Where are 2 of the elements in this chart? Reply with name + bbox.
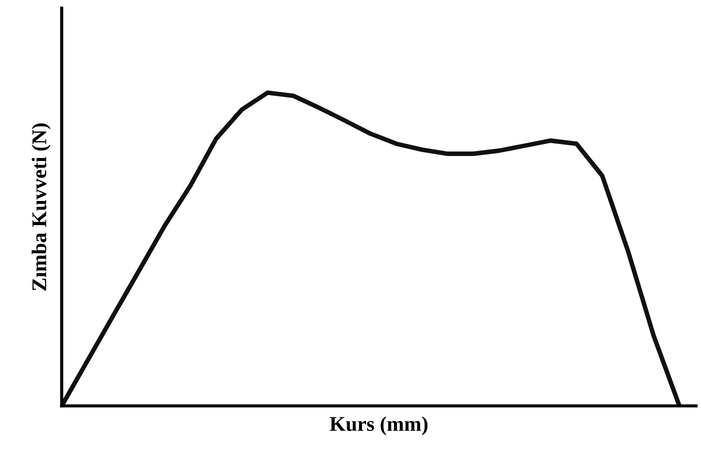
x-axis-title: Kurs (mm) bbox=[330, 416, 428, 436]
y-axis-title: Zımba Kuvveti (N) bbox=[32, 123, 51, 290]
